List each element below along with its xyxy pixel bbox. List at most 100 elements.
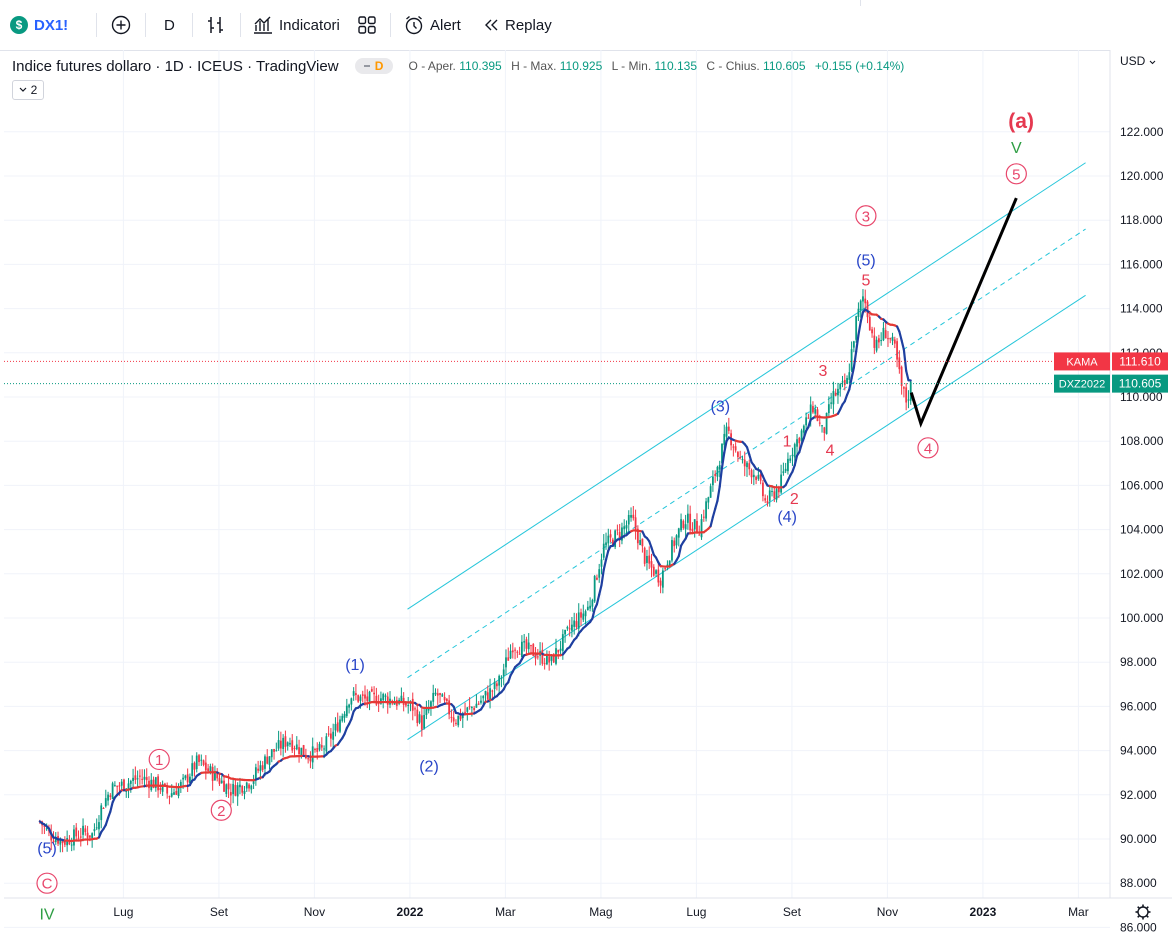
projection-path[interactable]	[909, 197, 1018, 428]
candle-body	[830, 402, 833, 404]
candle-body	[877, 338, 880, 343]
candle-body	[675, 535, 678, 546]
candle-body	[411, 698, 414, 711]
candle-body	[138, 775, 141, 777]
settings-gear-icon[interactable]	[1135, 904, 1151, 920]
price-tick-label: 108.000	[1120, 434, 1164, 448]
candle-body	[707, 497, 710, 503]
candle-body	[530, 645, 532, 647]
candle-body	[709, 486, 712, 498]
candle-body	[534, 654, 537, 659]
low-value: 110.135	[654, 59, 698, 73]
kama-value: 111.610	[1119, 354, 1161, 368]
candle-body	[104, 798, 107, 807]
candle-body	[443, 696, 446, 701]
candle-body	[95, 827, 98, 829]
candle-body	[680, 519, 682, 531]
candle-body	[54, 838, 57, 843]
candle-body	[700, 519, 703, 538]
wave-label: 2	[790, 491, 799, 508]
candle-body	[43, 825, 46, 827]
candle-body	[154, 777, 157, 788]
chart-type-button[interactable]	[205, 0, 227, 50]
wave-circle	[36, 872, 58, 894]
top-toolbar: $ DX1! D Indicatori Alert Replay	[0, 0, 1172, 51]
candle-body	[448, 700, 451, 715]
candle-body	[168, 796, 171, 798]
candle-body	[184, 775, 187, 779]
candle-body	[259, 765, 262, 772]
candle-body	[739, 456, 742, 458]
candle-body	[177, 786, 180, 796]
candle-body	[759, 474, 762, 481]
candle-body	[266, 756, 269, 764]
candle-body	[661, 570, 664, 588]
candle-body	[807, 417, 810, 419]
candle-body	[768, 490, 771, 501]
candle-body	[193, 762, 196, 770]
candle-body	[307, 758, 310, 760]
candle-body	[132, 777, 134, 782]
templates-button[interactable]	[357, 0, 377, 50]
compare-add-button[interactable]	[110, 0, 132, 50]
candle-body	[164, 783, 166, 786]
candle-body	[552, 654, 555, 663]
replay-button[interactable]: Replay	[482, 0, 552, 50]
candle-body	[264, 756, 266, 769]
currency-selector[interactable]: USD	[1120, 54, 1156, 68]
toolbar-divider	[96, 13, 97, 37]
projection-polyline	[909, 197, 1018, 428]
open-value: 110.395	[459, 59, 502, 73]
candle-body	[841, 381, 844, 383]
kama-segment	[109, 801, 114, 813]
price-axis[interactable]: 86.000 88.000 90.000 92.000 94.000 96.000 98.0…	[4, 50, 1172, 934]
wave-label: (3)	[711, 398, 731, 415]
interval-button[interactable]: D	[164, 0, 175, 50]
candle-body	[673, 540, 676, 547]
candle-body	[170, 793, 173, 797]
candle-body	[639, 540, 642, 546]
parallel-channel[interactable]	[407, 162, 1086, 740]
candle-body	[427, 708, 430, 711]
candle-body	[198, 755, 200, 763]
wave-label: 1	[155, 752, 163, 769]
candle-body	[746, 462, 748, 468]
legend-collapse-button[interactable]: 2	[12, 80, 44, 100]
indicators-button[interactable]: Indicatori	[252, 0, 340, 50]
wave-label: 4	[924, 440, 932, 457]
candle-body	[650, 561, 653, 568]
delay-letter: D	[374, 59, 384, 73]
candle-body	[45, 828, 48, 830]
kama-segment	[898, 330, 903, 342]
candle-body	[430, 701, 432, 709]
candle-body	[771, 491, 773, 493]
time-axis[interactable]: Lug Set Nov 2022 Mar Mag Lug Set Nov 2023 Mar	[4, 897, 1172, 920]
time-tick-label: Nov	[877, 905, 898, 919]
candle-body	[514, 649, 516, 651]
price-tick-label: 110.000	[1120, 390, 1163, 404]
candle-body	[896, 341, 898, 360]
candle-body	[120, 781, 123, 786]
candle-body	[377, 702, 380, 705]
candle-body	[420, 715, 423, 730]
candle-body	[339, 719, 341, 732]
candle-body	[493, 681, 496, 690]
candle-body	[252, 779, 255, 784]
candle-body	[614, 530, 617, 548]
candle-body	[179, 781, 182, 787]
symbol-search-button[interactable]: $ DX1!	[10, 0, 68, 50]
candle-body	[832, 391, 835, 405]
candle-body	[900, 366, 903, 386]
wave-label: (1)	[345, 657, 365, 674]
candle-body	[541, 649, 544, 664]
price-tick-label: 90.000	[1120, 832, 1157, 846]
candle-body	[507, 657, 510, 661]
toolbar-divider	[390, 13, 391, 37]
kama-segment	[650, 546, 655, 556]
alert-button[interactable]: Alert	[403, 0, 461, 50]
close-value: 110.605	[763, 59, 806, 73]
candle-body	[777, 487, 780, 493]
candle-body	[314, 749, 316, 751]
delay-badge[interactable]: D	[354, 58, 393, 74]
